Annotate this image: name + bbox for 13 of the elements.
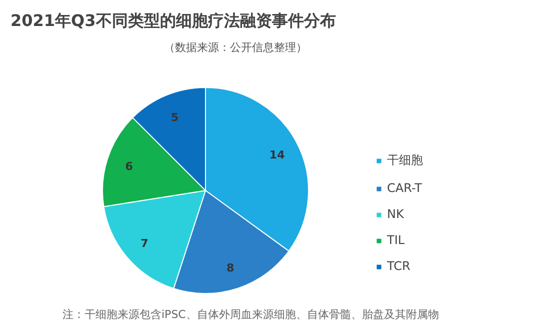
data-label: 8 [226,261,234,274]
legend-label: 干细胞 [387,152,423,169]
chart-title: 2021年Q3不同类型的细胞疗法融资事件分布 [10,11,336,30]
legend-label: CAR-T [387,181,422,195]
data-label: 14 [269,148,286,162]
chart-subtitle: （数据来源：公开信息整理） [164,41,307,54]
data-label: 7 [140,237,148,250]
text: 注：干细胞来源包含iPSC、自体外周血来源细胞、自体骨髓、胎盘及其附属物 [62,308,439,321]
data-label: 6 [125,160,134,174]
legend-label: TIL [387,233,406,247]
legend-label: TCR [387,259,410,273]
legend-label: NK [387,207,405,221]
data-label: 5 [170,110,179,124]
